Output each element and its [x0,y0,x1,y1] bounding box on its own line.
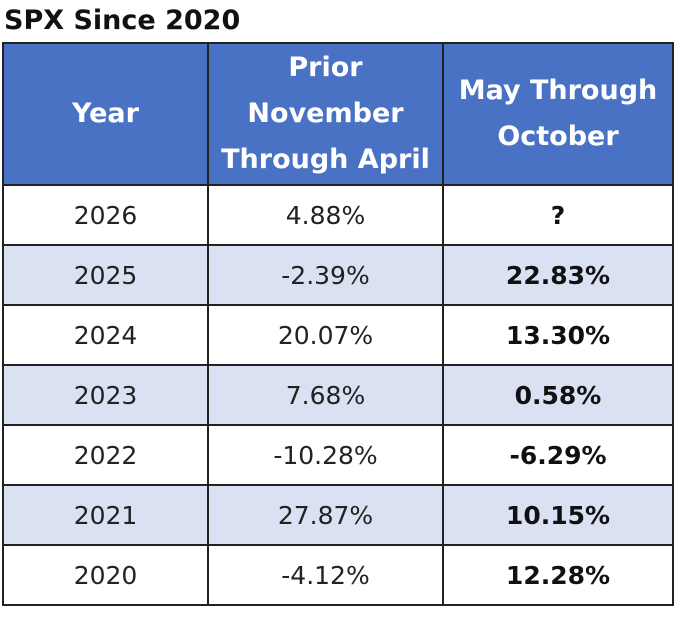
table-cell: 2023 [2,364,209,426]
table-row: 2020 -4.12% 12.28% [2,544,674,606]
table-cell: 22.83% [442,244,674,306]
header-cell: Year [2,42,209,186]
header-cell: May Through October [442,42,674,186]
table-row: 2026 4.88%? [2,184,674,246]
table-cell: ? [442,184,674,246]
table-cell: 2022 [2,424,209,486]
table-row: 2024 20.07% 13.30% [2,304,674,366]
table-row: 2025 -2.39% 22.83% [2,244,674,306]
table-cell: -2.39% [207,244,444,306]
table-cell: -10.28% [207,424,444,486]
header-row: Year Prior November Through April May Thro… [2,42,674,186]
table-cell: 4.88% [207,184,444,246]
table-cell: 7.68% [207,364,444,426]
table-cell: -6.29% [442,424,674,486]
table-cell: 2024 [2,304,209,366]
data-table: Year Prior November Through April May Thro… [2,42,674,606]
table-cell: 2025 [2,244,209,306]
table-cell: 2026 [2,184,209,246]
table-cell: -4.12% [207,544,444,606]
table-row: 2023 7.68% 0.58% [2,364,674,426]
table-cell: 12.28% [442,544,674,606]
table-cell: 13.30% [442,304,674,366]
table-cell: 10.15% [442,484,674,546]
table-cell: 20.07% [207,304,444,366]
table-cell: 2021 [2,484,209,546]
table-cell: 27.87% [207,484,444,546]
title: SPX Since 2020 [4,5,241,36]
table-row: 2022 -10.28% -6.29% [2,424,674,486]
header-cell: Prior November Through April [207,42,444,186]
table-row: 2021 27.87% 10.15% [2,484,674,546]
table-cell: 2020 [2,544,209,606]
table-cell: 0.58% [442,364,674,426]
